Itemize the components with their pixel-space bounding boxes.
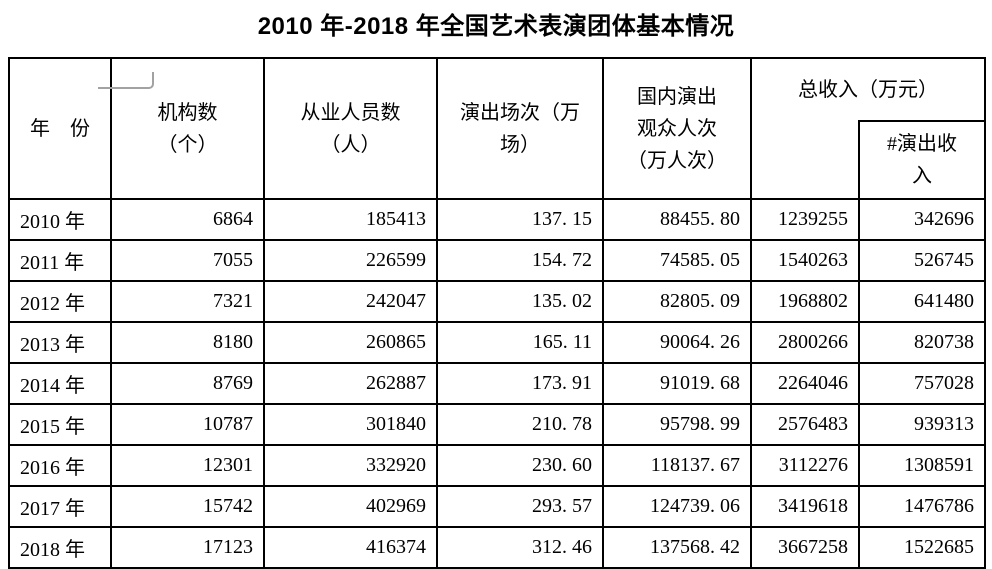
cell-total-income: 2264046	[750, 362, 860, 405]
cell-employees: 226599	[263, 239, 438, 282]
cell-performance-income: 820738	[858, 321, 986, 364]
cell-employees: 185413	[263, 198, 438, 241]
cell-audience: 90064. 26	[602, 321, 752, 364]
page-title: 2010 年-2018 年全国艺术表演团体基本情况	[257, 13, 735, 40]
header-institutions: 机构数 （个）	[110, 57, 265, 200]
cell-total-income: 1239255	[750, 198, 860, 241]
cell-performances: 137. 15	[436, 198, 604, 241]
cell-year: 2018 年	[8, 526, 112, 569]
cell-performances: 154. 72	[436, 239, 604, 282]
cell-employees: 262887	[263, 362, 438, 405]
cell-year: 2014 年	[8, 362, 112, 405]
cell-audience: 95798. 99	[602, 403, 752, 446]
cell-audience: 118137. 67	[602, 444, 752, 487]
table-row: 2013 年 8180 260865 165. 11 90064. 26 280…	[8, 321, 986, 364]
cell-performance-income: 757028	[858, 362, 986, 405]
header-audience: 国内演出 观众人次 （万人次）	[602, 57, 752, 200]
cell-performance-income: 342696	[858, 198, 986, 241]
cell-audience: 91019. 68	[602, 362, 752, 405]
table-row: 2014 年 8769 262887 173. 91 91019. 68 226…	[8, 362, 986, 405]
cell-audience: 137568. 42	[602, 526, 752, 569]
cell-performance-income: 641480	[858, 280, 986, 323]
header-employees: 从业人员数 （人）	[263, 57, 438, 200]
cell-institutions: 17123	[110, 526, 265, 569]
cell-audience: 88455. 80	[602, 198, 752, 241]
cell-institutions: 15742	[110, 485, 265, 528]
cell-performance-income: 1476786	[858, 485, 986, 528]
cell-employees: 402969	[263, 485, 438, 528]
header-total-income-empty-cell	[750, 121, 860, 200]
table-row: 2011 年 7055 226599 154. 72 74585. 05 154…	[8, 239, 986, 282]
header-row-sub: #演出收 入	[9, 120, 986, 200]
cell-employees: 416374	[263, 526, 438, 569]
cell-institutions: 8180	[110, 321, 265, 364]
cell-performances: 312. 46	[436, 526, 604, 569]
header-total-income: 总收入（万元）	[750, 57, 986, 121]
cell-audience: 74585. 05	[602, 239, 752, 282]
cell-total-income: 3419618	[750, 485, 860, 528]
cell-audience: 124739. 06	[602, 485, 752, 528]
table-row: 2016 年 12301 332920 230. 60 118137. 67 3…	[8, 444, 986, 487]
cell-institutions: 7055	[110, 239, 265, 282]
cell-audience: 82805. 09	[602, 280, 752, 323]
header-performances: 演出场次（万 场）	[436, 57, 604, 200]
header-performance-income: #演出收 入	[858, 120, 986, 200]
cell-performances: 165. 11	[436, 321, 604, 364]
cell-total-income: 3112276	[750, 444, 860, 487]
cell-performance-income: 1522685	[858, 526, 986, 569]
statistics-table: 年 份 机构数 （个） 从业人员数 （人） 演出场次（万 场） 国内演出 观众人…	[8, 57, 986, 569]
cell-institutions: 6864	[110, 198, 265, 241]
cell-performances: 135. 02	[436, 280, 604, 323]
header-year: 年 份	[8, 57, 112, 200]
cell-performance-income: 526745	[858, 239, 986, 282]
cell-institutions: 12301	[110, 444, 265, 487]
cell-year: 2010 年	[8, 198, 112, 241]
header-row-top: 年 份 机构数 （个） 从业人员数 （人） 演出场次（万 场） 国内演出 观众人…	[8, 57, 986, 200]
cell-performances: 293. 57	[436, 485, 604, 528]
cell-performances: 230. 60	[436, 444, 604, 487]
table-row: 2015 年 10787 301840 210. 78 95798. 99 25…	[8, 403, 986, 446]
table-row: 2017 年 15742 402969 293. 57 124739. 06 3…	[8, 485, 986, 528]
cell-performance-income: 1308591	[858, 444, 986, 487]
callout-corner-mark	[98, 72, 154, 89]
table-row: 2018 年 17123 416374 312. 46 137568. 42 3…	[8, 526, 986, 569]
cell-employees: 242047	[263, 280, 438, 323]
cell-year: 2011 年	[8, 239, 112, 282]
cell-total-income: 1968802	[750, 280, 860, 323]
cell-year: 2016 年	[8, 444, 112, 487]
cell-year: 2015 年	[8, 403, 112, 446]
cell-institutions: 7321	[110, 280, 265, 323]
cell-performance-income: 939313	[858, 403, 986, 446]
cell-employees: 260865	[263, 321, 438, 364]
cell-performances: 210. 78	[436, 403, 604, 446]
cell-total-income: 2800266	[750, 321, 860, 364]
table-row: 2012 年 7321 242047 135. 02 82805. 09 196…	[8, 280, 986, 323]
cell-total-income: 3667258	[750, 526, 860, 569]
cell-performances: 173. 91	[436, 362, 604, 405]
cell-institutions: 8769	[110, 362, 265, 405]
cell-year: 2013 年	[8, 321, 112, 364]
cell-year: 2012 年	[8, 280, 112, 323]
cell-employees: 332920	[263, 444, 438, 487]
cell-year: 2017 年	[8, 485, 112, 528]
cell-total-income: 1540263	[750, 239, 860, 282]
cell-institutions: 10787	[110, 403, 265, 446]
cell-total-income: 2576483	[750, 403, 860, 446]
cell-employees: 301840	[263, 403, 438, 446]
table-row: 2010 年 6864 185413 137. 15 88455. 80 123…	[8, 198, 986, 241]
